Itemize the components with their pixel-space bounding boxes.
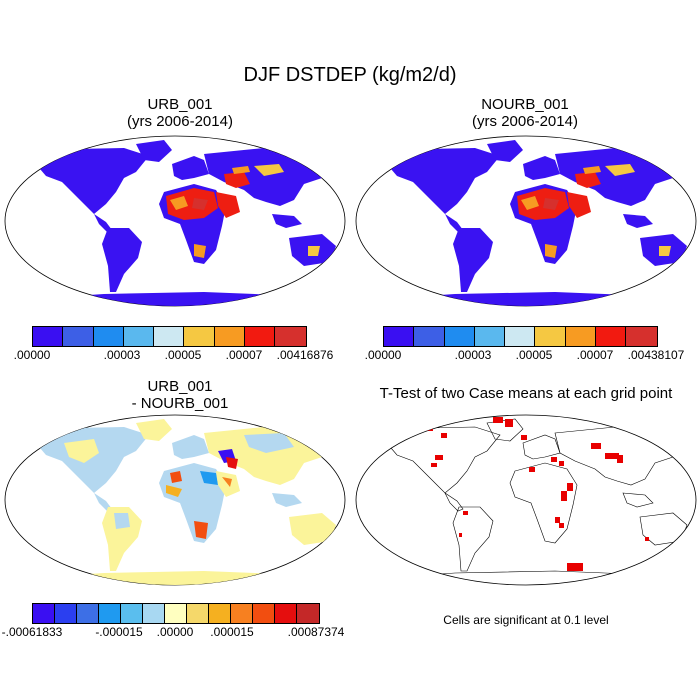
colorbar-swatch [274,604,297,623]
colorbar-swatch [208,604,231,623]
colorbar-swatch [63,327,94,346]
colorbar-swatch [296,604,319,623]
colorbar-tick-label: .000015 [210,625,254,639]
map-difference [4,414,346,586]
panel-title-nourb: NOURB_001 (yrs 2006-2014) [420,96,630,130]
colorbar-swatch [120,604,143,623]
colorbar-tick-label: .00007 [225,348,263,362]
colorbar-swatch [474,327,506,346]
colorbar-swatch [142,604,165,623]
colorbar-tick-label: .00000 [156,625,194,639]
colorbar-swatch [214,327,246,346]
colorbar-nourb [383,326,658,347]
colorbar-swatch [93,327,124,346]
colorbar-tick-label: .00003 [103,348,141,362]
panel-title-line2: - NOURB_001 [131,395,229,412]
colorbar-swatch [252,604,275,623]
colorbar-tick-label: .00003 [454,348,492,362]
panel-title-difference: URB_001 - NOURB_001 [75,378,285,412]
panel-title-ttest: T-Test of two Case means at each grid po… [379,385,673,402]
colorbar-tick-label: .00005 [164,348,202,362]
map-nourb-mean [355,135,697,307]
colorbar-tick-label: .00000 [364,348,402,362]
colorbar-swatch [186,604,209,623]
colorbar-swatch [76,604,99,623]
panel-title-line1: NOURB_001 [481,96,569,113]
colorbar-tick-label: .00416876 [276,348,334,362]
panel-title-line2: (yrs 2006-2014) [127,113,233,130]
figure-title: DJF DSTDEP (kg/m2/d) [243,64,457,86]
colorbar-tick-label: .00005 [515,348,553,362]
colorbar-difference [32,603,320,624]
land-layer [34,140,336,306]
colorbar-swatch [184,327,215,346]
map-urb-mean [4,135,346,307]
colorbar-swatch [154,327,185,346]
colorbar-tick-label: .00438107 [627,348,685,362]
colorbar-swatch [384,327,415,346]
colorbar-swatch [230,604,253,623]
colorbar-swatch [626,327,657,346]
colorbar-swatch [54,604,77,623]
colorbar-tick-label: .00087374 [287,625,345,639]
colorbar-swatch [245,327,276,346]
colorbar-swatch [414,327,445,346]
significance-note: Cells are significant at 0.1 level [443,613,609,627]
colorbar-tick-label: -.00061833 [1,625,63,639]
colorbar-urb [32,326,307,347]
panel-title-line2: (yrs 2006-2014) [472,113,578,130]
colorbar-swatch [33,604,55,623]
colorbar-swatch [33,327,64,346]
colorbar-swatch [535,327,566,346]
colorbar-swatch [123,327,155,346]
colorbar-swatch [505,327,536,346]
panel-title-urb: URB_001 (yrs 2006-2014) [75,96,285,130]
colorbar-tick-label: .00000 [13,348,51,362]
panel-title-line1: URB_001 [147,96,213,113]
map-frame [355,414,697,586]
colorbar-swatch [444,327,475,346]
colorbar-tick-label: -.000015 [95,625,143,639]
colorbar-swatch [164,604,187,623]
colorbar-swatch [596,327,627,346]
colorbar-tick-label: .00007 [576,348,614,362]
colorbar-swatch [275,327,306,346]
map-ttest-significance [355,414,697,586]
panel-title-line1: URB_001 [147,378,213,395]
colorbar-swatch [565,327,597,346]
colorbar-swatch [98,604,121,623]
